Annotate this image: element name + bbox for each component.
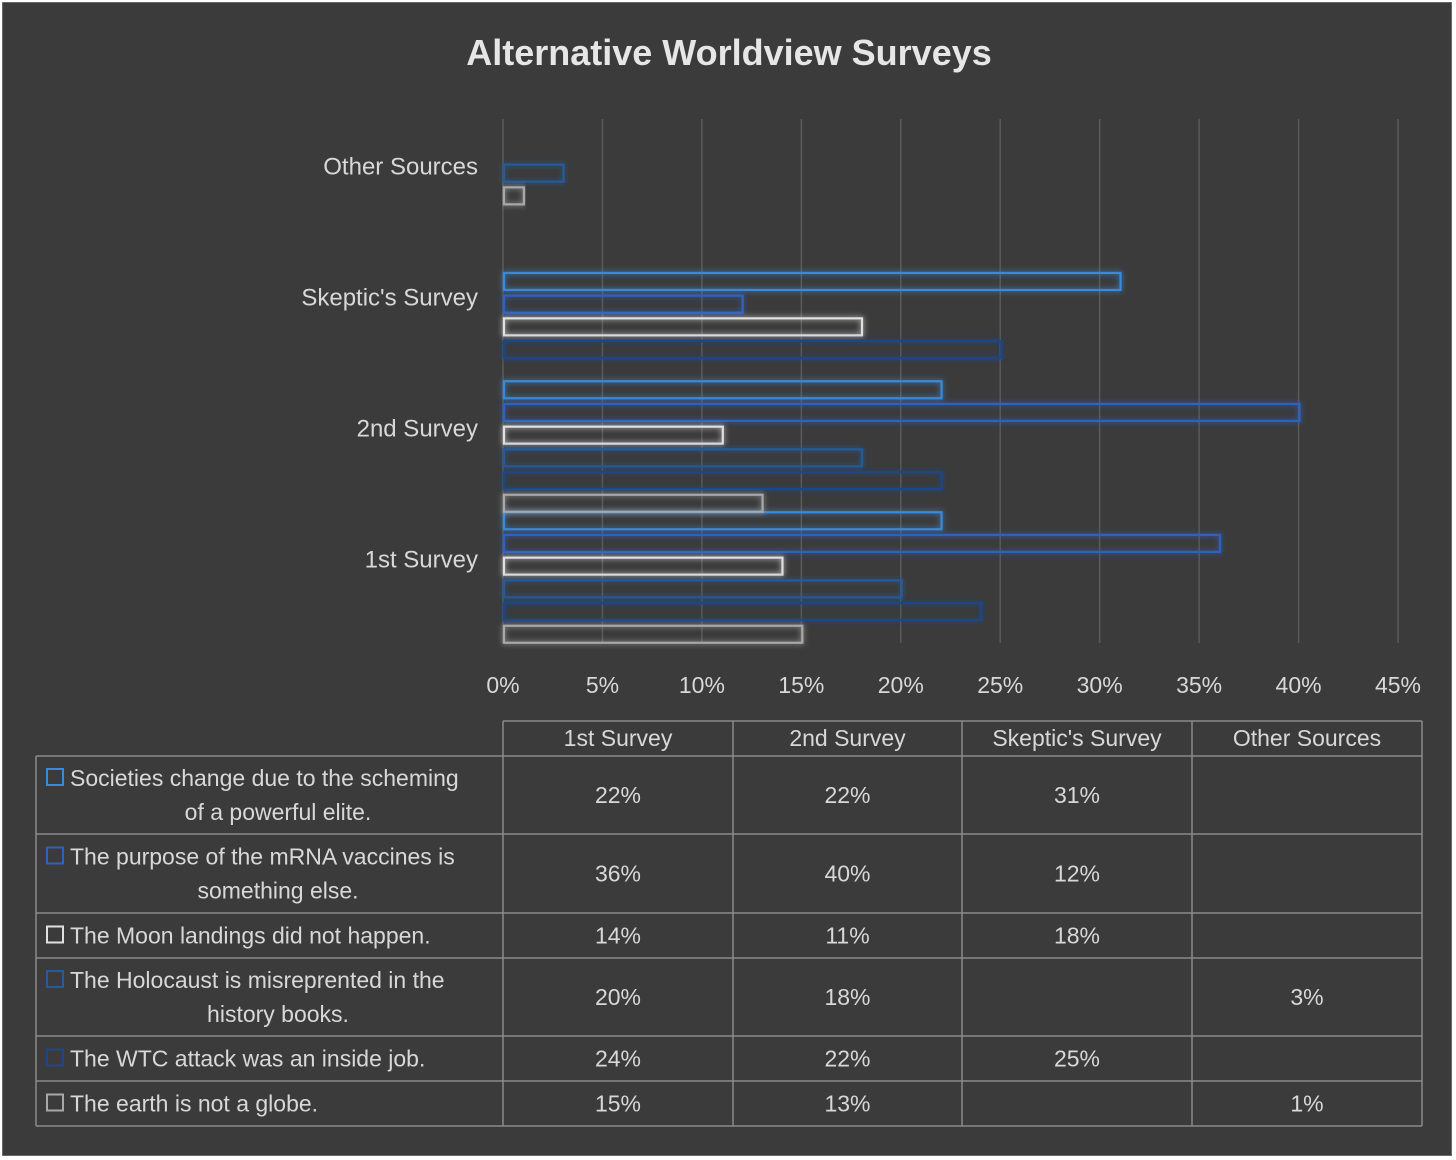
table-header-cell: Other Sources	[1233, 725, 1381, 751]
bar	[502, 425, 724, 445]
legend-entry: Societies change due to the scheming of a…	[70, 765, 459, 825]
legend-swatch	[46, 970, 64, 988]
bar	[502, 470, 943, 491]
table-value-cell: 18%	[824, 984, 870, 1010]
bar	[502, 624, 804, 644]
x-axis-ticks: 0% 5% 10% 15% 20% 25% 30% 35% 40% 45%	[486, 672, 1421, 698]
legend-entry: The earth is not a globe.	[70, 1091, 318, 1117]
x-tick-label: 5%	[586, 672, 619, 698]
table-value-cell: 14%	[595, 923, 641, 949]
bar	[502, 601, 983, 622]
bar	[502, 556, 784, 576]
table-value-cell: 22%	[824, 782, 870, 808]
legend-swatch	[46, 1093, 64, 1112]
table-header-cell: 2nd Survey	[789, 725, 906, 751]
x-tick-label: 10%	[679, 672, 725, 698]
bar	[502, 163, 565, 183]
table-value-cell: 22%	[824, 1046, 870, 1072]
table-value-cell: 11%	[825, 923, 869, 949]
bar	[502, 448, 864, 468]
table-value-cell: 1%	[1290, 1091, 1323, 1117]
legend-swatch	[46, 768, 64, 786]
table-value-cell: 24%	[595, 1046, 641, 1072]
table-value-cell: 12%	[1054, 861, 1100, 887]
x-tick-label: 20%	[878, 672, 924, 698]
legend-entry: The Holocaust is misreprented in the hist…	[70, 967, 445, 1027]
legend-swatch	[46, 846, 64, 865]
category-label: Skeptic's Survey	[301, 285, 478, 312]
legend-entry: The WTC attack was an inside job.	[70, 1046, 425, 1072]
table-value-cell: 20%	[595, 984, 641, 1010]
bar	[502, 186, 525, 206]
table-value-cell: 31%	[1054, 782, 1100, 808]
bar	[502, 271, 1122, 292]
table-value-cell: 22%	[595, 782, 641, 808]
bar	[502, 380, 943, 400]
table-header-cell: Skeptic's Survey	[992, 725, 1162, 751]
data-table: 1st Survey 2nd Survey Skeptic's Survey Othe…	[35, 720, 1423, 1127]
category-label: 1st Survey	[365, 547, 478, 574]
table-value-cell: 36%	[595, 861, 641, 887]
legend-entry: The purpose of the mRNA vaccines is somet…	[70, 844, 455, 904]
table-value-cell: 40%	[824, 861, 870, 887]
table-value-cell: 18%	[1054, 923, 1100, 949]
bar	[502, 339, 1003, 360]
x-tick-label: 40%	[1276, 672, 1322, 698]
category-labels: 1st Survey 2nd Survey Skeptic's Survey Othe…	[301, 154, 478, 574]
x-tick-label: 15%	[778, 672, 824, 698]
chart-canvas: Alternative Worldview Surveys 1st Survey…	[35, 32, 1423, 1127]
category-label: 2nd Survey	[357, 416, 478, 443]
category-label: Other Sources	[323, 154, 478, 181]
bar	[502, 511, 943, 531]
table-value-cell: 3%	[1290, 984, 1323, 1010]
table-value-cell: 15%	[595, 1091, 641, 1117]
bar	[502, 294, 744, 314]
bar	[502, 493, 764, 513]
bar	[502, 533, 1222, 554]
bar	[502, 579, 903, 599]
bar	[502, 317, 864, 337]
legend-swatch	[46, 925, 64, 944]
x-tick-label: 45%	[1375, 672, 1421, 698]
bar-series	[502, 163, 1301, 644]
legend-swatch	[46, 1048, 64, 1067]
x-tick-label: 30%	[1077, 672, 1123, 698]
table-value-cell: 13%	[824, 1091, 870, 1117]
bar	[502, 402, 1301, 423]
table-header-cell: 1st Survey	[564, 725, 673, 751]
legend-entry: The Moon landings did not happen.	[70, 923, 431, 949]
chart-title: Alternative Worldview Surveys	[466, 32, 992, 73]
x-tick-label: 0%	[486, 672, 519, 698]
x-tick-label: 25%	[977, 672, 1023, 698]
table-value-cell: 25%	[1054, 1046, 1100, 1072]
x-tick-label: 35%	[1176, 672, 1222, 698]
